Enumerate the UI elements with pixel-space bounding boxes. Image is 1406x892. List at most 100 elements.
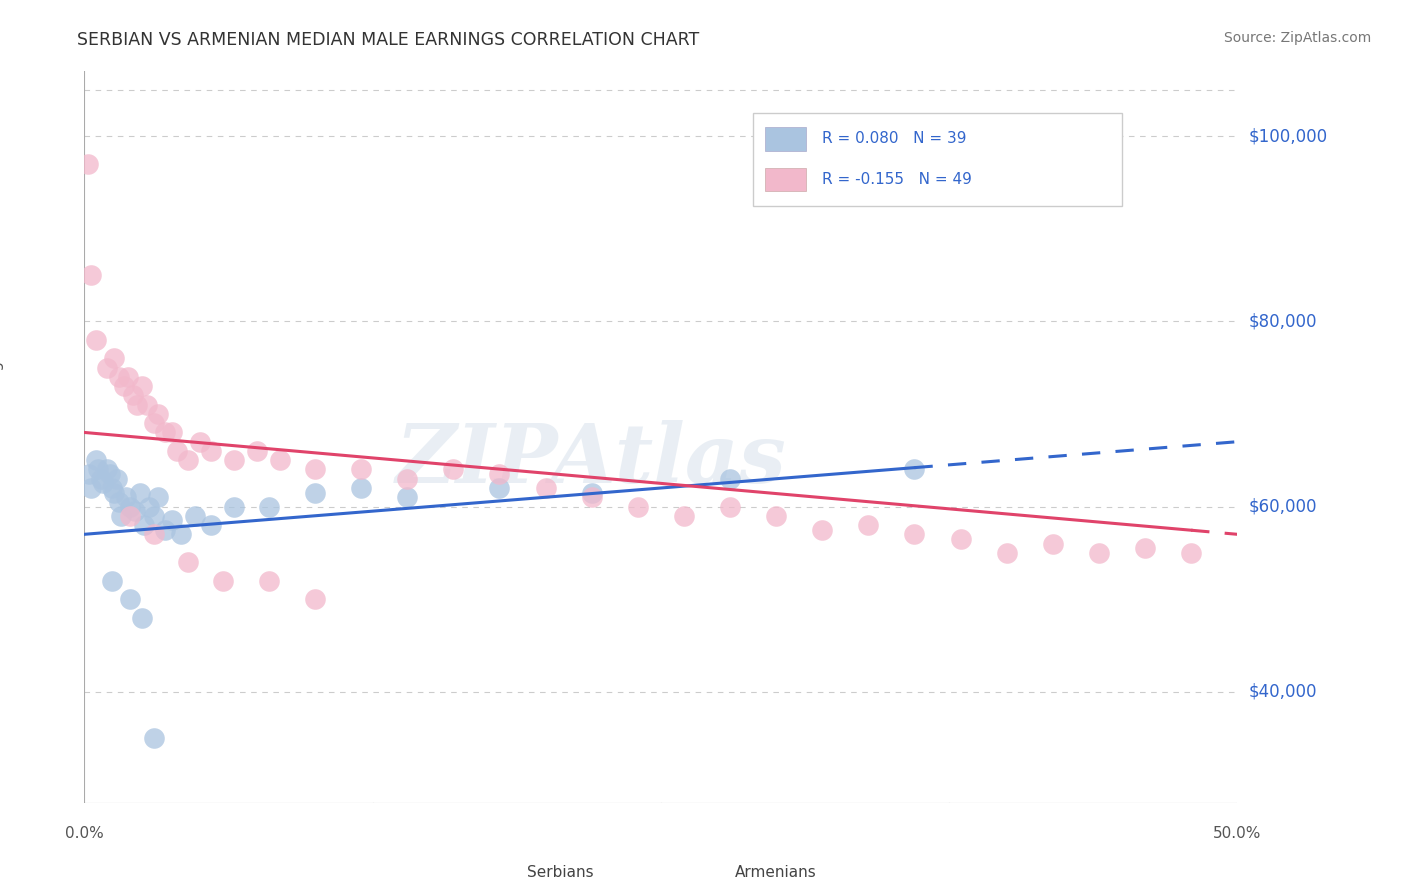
Point [121, 388, 143, 402]
Point [131, 610, 153, 624]
Text: 50.0%: 50.0% [1213, 826, 1261, 841]
Point [488, 467, 510, 482]
Bar [683, 862, 721, 882]
Point [101, 481, 124, 495]
Point [441, 462, 464, 476]
Point [718, 500, 741, 514]
Point [488, 481, 510, 495]
Point [177, 453, 200, 467]
Point [903, 527, 925, 541]
Point [396, 490, 419, 504]
Point [257, 500, 280, 514]
Point [765, 508, 787, 523]
Point [811, 523, 834, 537]
Point [304, 485, 326, 500]
Point [80, 481, 103, 495]
Point [103, 485, 125, 500]
Point [142, 731, 165, 745]
Point [200, 444, 222, 458]
Point [142, 416, 165, 430]
Point [350, 481, 373, 495]
Point [224, 500, 246, 514]
Point [127, 398, 149, 412]
Text: $80,000: $80,000 [1249, 312, 1317, 330]
Point [224, 453, 246, 467]
Point [177, 555, 200, 569]
Point [246, 444, 269, 458]
Point [108, 370, 131, 384]
Point [96, 462, 118, 476]
Point [87, 462, 110, 476]
Point [117, 370, 139, 384]
Text: 0.0%: 0.0% [65, 826, 104, 841]
Point [269, 453, 291, 467]
Point [105, 472, 128, 486]
Point [80, 268, 103, 282]
Point [304, 462, 326, 476]
Point [858, 518, 880, 533]
Point [124, 504, 146, 518]
Point [112, 379, 135, 393]
Point [98, 467, 121, 482]
Point [184, 508, 207, 523]
Text: R = 0.080   N = 39: R = 0.080 N = 39 [823, 131, 967, 146]
Bar [765, 168, 806, 191]
Bar [765, 128, 806, 151]
Text: SERBIAN VS ARMENIAN MEDIAN MALE EARNINGS CORRELATION CHART: SERBIAN VS ARMENIAN MEDIAN MALE EARNINGS… [77, 31, 700, 49]
Point [146, 407, 169, 421]
Text: Armenians: Armenians [734, 864, 817, 880]
Point [138, 500, 160, 514]
Point [396, 472, 419, 486]
Point [135, 398, 157, 412]
Point [1180, 546, 1202, 560]
Point [200, 518, 222, 533]
Point [77, 467, 100, 482]
Point [108, 495, 131, 509]
Point [170, 527, 193, 541]
Point [153, 523, 176, 537]
Point [166, 444, 188, 458]
Point [257, 574, 280, 588]
FancyBboxPatch shape [754, 113, 1122, 206]
Point [211, 574, 233, 588]
Text: $40,000: $40,000 [1249, 682, 1317, 701]
Point [153, 425, 176, 440]
Text: ZIPAtlas: ZIPAtlas [396, 420, 787, 500]
Point [1042, 536, 1064, 550]
Point [903, 462, 925, 476]
Text: R = -0.155   N = 49: R = -0.155 N = 49 [823, 172, 972, 187]
Point [160, 425, 183, 440]
Point [627, 500, 650, 514]
Point [142, 508, 165, 523]
Point [84, 453, 107, 467]
Point [103, 351, 125, 366]
Point [142, 527, 165, 541]
Point [120, 508, 142, 523]
Point [350, 462, 373, 476]
Point [995, 546, 1018, 560]
Point [131, 379, 153, 393]
Point [120, 500, 142, 514]
Point [76, 157, 98, 171]
Point [1133, 541, 1156, 556]
Point [949, 532, 972, 546]
Point [672, 508, 695, 523]
Point [581, 490, 603, 504]
Point [581, 485, 603, 500]
Point [96, 360, 118, 375]
Point [304, 592, 326, 607]
Point [89, 472, 111, 486]
Point [160, 513, 183, 527]
Point [718, 472, 741, 486]
Text: Median Male Earnings: Median Male Earnings [0, 353, 4, 521]
Bar [477, 862, 513, 882]
Point [134, 518, 156, 533]
Point [91, 476, 114, 491]
Point [84, 333, 107, 347]
Text: Serbians: Serbians [527, 864, 593, 880]
Point [534, 481, 557, 495]
Point [110, 508, 132, 523]
Point [188, 434, 211, 449]
Point [101, 574, 124, 588]
Text: Source: ZipAtlas.com: Source: ZipAtlas.com [1223, 31, 1371, 45]
